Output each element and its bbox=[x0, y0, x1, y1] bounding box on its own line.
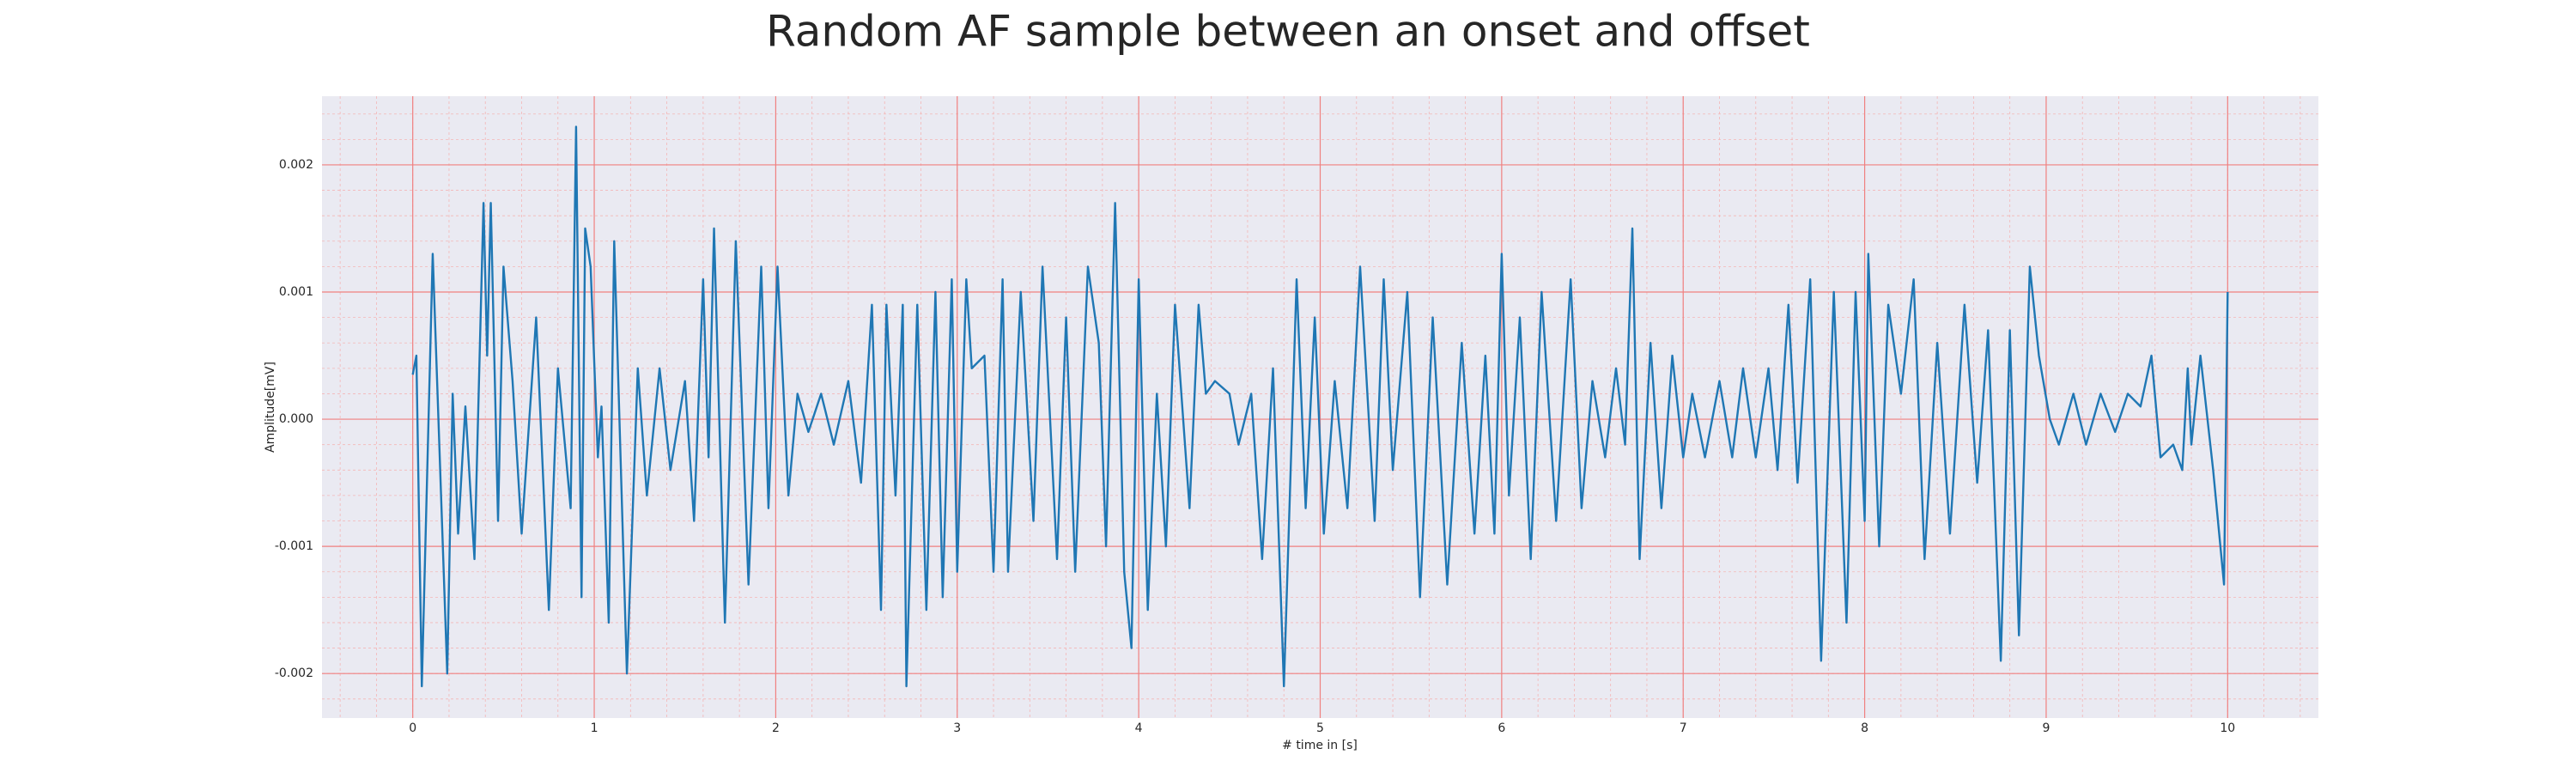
y-tick-label: 0.000 bbox=[279, 412, 313, 426]
y-tick-label: -0.001 bbox=[275, 539, 313, 553]
y-axis-label: Amplitude[mV] bbox=[264, 362, 277, 453]
x-tick-label: 9 bbox=[2042, 721, 2050, 735]
y-tick-label: -0.002 bbox=[275, 666, 313, 680]
y-tick-label: 0.002 bbox=[279, 158, 313, 172]
x-tick-label: 1 bbox=[591, 721, 598, 735]
signal-line bbox=[411, 125, 2229, 688]
x-tick-label: 7 bbox=[1680, 721, 1687, 735]
y-tick-label: 0.001 bbox=[279, 285, 313, 299]
x-tick-label: 8 bbox=[1861, 721, 1868, 735]
x-axis-label: # time in [s] bbox=[1282, 739, 1358, 752]
x-tick-label: 3 bbox=[953, 721, 961, 735]
x-tick-label: 5 bbox=[1316, 721, 1324, 735]
x-tick-label: 0 bbox=[409, 721, 416, 735]
x-tick-label: 10 bbox=[2220, 721, 2235, 735]
x-tick-label: 4 bbox=[1135, 721, 1143, 735]
x-tick-label: 2 bbox=[772, 721, 780, 735]
x-tick-label: 6 bbox=[1498, 721, 1505, 735]
chart-title: Random AF sample between an onset and of… bbox=[766, 7, 1810, 57]
